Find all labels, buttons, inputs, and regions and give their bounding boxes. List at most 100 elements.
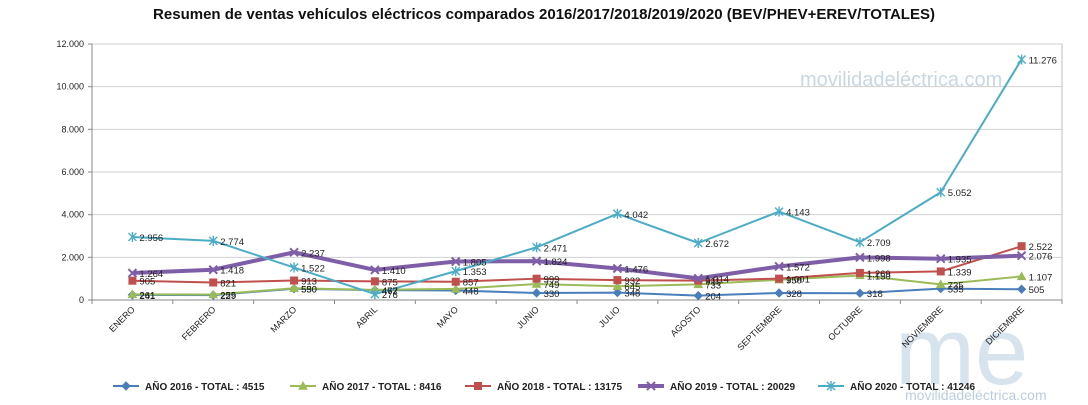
data-label: 276 bbox=[382, 290, 398, 301]
data-point bbox=[370, 289, 380, 300]
data-label: 950 bbox=[786, 276, 802, 287]
series-line bbox=[132, 250, 1022, 281]
data-label: 932 bbox=[624, 276, 640, 287]
data-label: 328 bbox=[786, 289, 802, 300]
data-label: 1.418 bbox=[220, 266, 244, 277]
data-label: 2.522 bbox=[1029, 242, 1053, 253]
data-point bbox=[693, 290, 703, 301]
data-label: 1.269 bbox=[867, 269, 891, 280]
y-tick-label: 4.000 bbox=[61, 210, 84, 220]
data-label: 2.076 bbox=[1029, 252, 1053, 263]
data-label: 905 bbox=[139, 277, 155, 288]
data-point bbox=[451, 266, 461, 277]
data-label: 1.001 bbox=[786, 275, 810, 286]
data-label: 2.672 bbox=[705, 239, 729, 250]
y-tick-label: 12.000 bbox=[56, 39, 84, 49]
data-label: 261 bbox=[139, 290, 155, 301]
data-label: 913 bbox=[301, 277, 317, 288]
data-point bbox=[208, 235, 218, 246]
legend-marker bbox=[121, 381, 131, 391]
legend-entry: AÑO 2016 - TOTAL : 4515 bbox=[145, 380, 265, 393]
data-label: 1.935 bbox=[948, 255, 972, 266]
data-label: 241 bbox=[139, 291, 155, 302]
y-tick-label: 0 bbox=[79, 295, 84, 305]
watermark-logo-subtext: movilidadeléctrica.com bbox=[905, 387, 1047, 403]
data-point bbox=[451, 256, 461, 267]
data-label: 255 bbox=[220, 291, 236, 302]
data-point bbox=[855, 252, 865, 263]
data-point bbox=[531, 256, 542, 266]
data-label: 2.709 bbox=[867, 238, 891, 249]
data-label: 2.471 bbox=[544, 243, 568, 254]
data-label: 477 bbox=[382, 286, 398, 297]
legend: AÑO 2016 - TOTAL : 4515 AÑO 2017 - TOTAL … bbox=[113, 380, 975, 393]
data-labels: 241 229 530 462 448 330 348 204 328 318 535 505 261 2… bbox=[139, 55, 1057, 302]
data-label: 735 bbox=[948, 280, 964, 291]
data-point bbox=[290, 276, 299, 285]
data-label: 1.410 bbox=[382, 266, 406, 277]
data-point bbox=[693, 273, 703, 284]
data-label: 645 bbox=[624, 282, 640, 293]
data-point bbox=[289, 247, 299, 257]
data-label: 1.353 bbox=[463, 267, 487, 278]
data-point bbox=[532, 274, 541, 283]
series-line bbox=[132, 245, 1022, 284]
data-label: 1.572 bbox=[786, 262, 810, 273]
data-label: 1.107 bbox=[1029, 272, 1053, 283]
data-point bbox=[289, 262, 299, 273]
chart-title: Resumen de ventas vehículos eléctricos c… bbox=[153, 6, 935, 23]
legend-marker bbox=[298, 380, 308, 390]
data-point bbox=[775, 274, 784, 283]
data-point bbox=[774, 206, 784, 217]
data-label: 1.014 bbox=[705, 274, 729, 285]
data-point bbox=[127, 268, 138, 278]
data-label: 505 bbox=[1029, 285, 1045, 296]
data-point bbox=[612, 208, 622, 219]
data-point bbox=[451, 277, 460, 286]
data-point bbox=[531, 278, 542, 288]
data-point bbox=[208, 265, 218, 275]
data-point bbox=[1016, 284, 1027, 294]
legend-marker bbox=[646, 381, 656, 391]
data-point bbox=[936, 187, 946, 198]
data-label: 821 bbox=[220, 278, 236, 289]
data-label: 857 bbox=[463, 278, 479, 289]
data-label: 462 bbox=[382, 286, 398, 297]
data-label: 1.824 bbox=[544, 257, 568, 268]
series-line bbox=[132, 274, 1022, 296]
legend-marker bbox=[474, 382, 482, 390]
data-point bbox=[774, 261, 784, 272]
data-point bbox=[1017, 242, 1026, 251]
data-point bbox=[613, 276, 622, 285]
data-point bbox=[1016, 271, 1027, 281]
data-point bbox=[370, 277, 379, 286]
data-label: 535 bbox=[948, 285, 964, 296]
legend-entry: AÑO 2017 - TOTAL : 8416 bbox=[322, 380, 442, 393]
data-label: 875 bbox=[382, 277, 398, 288]
data-label: 229 bbox=[220, 291, 236, 302]
data-point bbox=[935, 279, 946, 289]
data-label: 550 bbox=[301, 284, 317, 295]
y-tick-label: 10.000 bbox=[56, 82, 84, 92]
data-point bbox=[370, 265, 380, 275]
legend-entry: AÑO 2019 - TOTAL : 20029 bbox=[670, 380, 795, 393]
data-label: 999 bbox=[544, 275, 560, 286]
watermark-logo-text: me bbox=[895, 298, 1028, 405]
data-label: 318 bbox=[867, 289, 883, 300]
data-point bbox=[532, 242, 542, 253]
data-point bbox=[612, 281, 623, 290]
data-point bbox=[209, 278, 218, 287]
data-point bbox=[774, 288, 784, 298]
data-label: 911 bbox=[705, 277, 720, 288]
data-point bbox=[936, 254, 946, 264]
data-label: 1.805 bbox=[463, 257, 487, 268]
data-label: 4.042 bbox=[624, 210, 648, 221]
data-point bbox=[855, 237, 865, 248]
data-label: 5.052 bbox=[948, 188, 972, 199]
y-tick-label: 6.000 bbox=[61, 167, 84, 177]
data-point bbox=[1017, 54, 1027, 65]
data-point bbox=[127, 231, 137, 242]
data-point bbox=[855, 288, 865, 298]
